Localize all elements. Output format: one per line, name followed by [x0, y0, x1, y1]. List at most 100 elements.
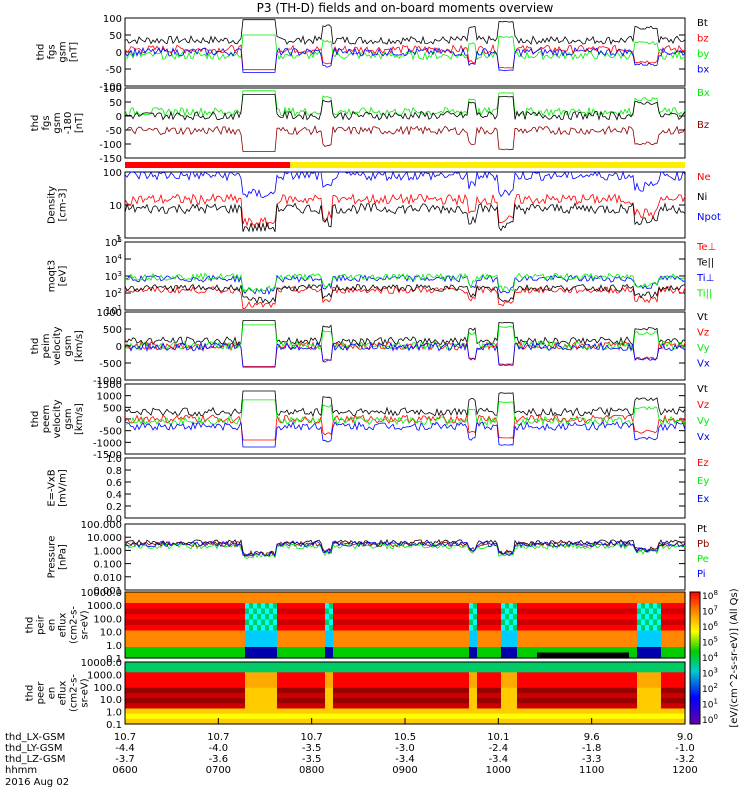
spectrogram-cell — [533, 647, 538, 654]
spectrogram-cell — [345, 693, 350, 699]
spectrogram-cell — [561, 597, 566, 604]
spectrogram-cell — [313, 687, 318, 694]
spectrogram-cell — [265, 619, 270, 626]
spectrogram-cell — [585, 713, 590, 720]
spectrogram-cell — [409, 662, 414, 668]
legend-ti⊥: Ti⊥ — [696, 273, 714, 284]
spectrogram-cell — [333, 662, 338, 668]
spectrogram-cell — [469, 677, 474, 684]
spectrogram-cell — [373, 667, 378, 673]
spectrogram-cell — [145, 636, 150, 643]
series-line-vz — [124, 340, 686, 367]
spectrogram-cell — [457, 687, 462, 694]
spectrogram-cell — [621, 630, 626, 637]
x-tick-label: 10.7 — [114, 732, 136, 743]
spectrogram-cell — [417, 708, 422, 715]
spectrogram-cell — [185, 672, 190, 679]
spectrogram-cell — [561, 608, 566, 615]
spectrogram-cell — [413, 592, 418, 599]
spectrogram-cell — [221, 614, 226, 621]
spectrogram-cell — [541, 641, 546, 648]
spectrogram-cell — [385, 713, 390, 720]
spectrogram-cell — [361, 687, 366, 694]
spectrogram-cell — [261, 713, 266, 720]
spectrogram-cell — [649, 636, 654, 643]
spectrogram-cell — [245, 636, 250, 643]
spectrogram-cell — [405, 630, 410, 637]
spectrogram-cell — [129, 718, 134, 725]
spectrogram-cell — [621, 672, 626, 679]
spectrogram-cell — [493, 662, 498, 668]
y-tick-label: 100.0 — [93, 614, 122, 625]
spectrogram-cell — [517, 672, 522, 679]
spectrogram-cell — [429, 713, 434, 720]
spectrogram-cell — [537, 636, 542, 643]
spectrogram-cell — [257, 677, 262, 684]
spectrogram-cell — [577, 687, 582, 694]
spectrogram-cell — [661, 641, 666, 648]
spectrogram-cell — [173, 672, 178, 679]
spectrogram-cell — [389, 603, 394, 610]
spectrogram-cell — [465, 647, 470, 654]
spectrogram-cell — [261, 677, 266, 684]
spectrogram-cell — [161, 630, 166, 637]
spectrogram-cell — [201, 703, 206, 710]
spectrogram-cell — [249, 641, 254, 648]
spectrogram-cell — [533, 718, 538, 725]
spectrogram-cell — [417, 687, 422, 694]
spectrogram-cell — [577, 703, 582, 710]
spectrogram-cell — [337, 641, 342, 648]
spectrogram-cell — [377, 687, 382, 694]
spectrogram-cell — [313, 662, 318, 668]
spectrogram-cell — [145, 652, 150, 659]
spectrogram-cell — [597, 708, 602, 715]
spectrogram-cell — [297, 625, 302, 632]
series-line-unnamed — [124, 94, 686, 121]
spectrogram-cell — [353, 708, 358, 715]
spectrogram-cell — [477, 641, 482, 648]
spectrogram-cell — [373, 693, 378, 699]
spectrogram-cell — [589, 636, 594, 643]
spectrogram-cell — [469, 713, 474, 720]
spectrogram-cell — [341, 687, 346, 694]
spectrogram-cell — [593, 625, 598, 632]
spectrogram-cell — [565, 597, 570, 604]
y-tick-label: 0 — [116, 342, 122, 353]
spectrogram-cell — [353, 682, 358, 689]
spectrogram-cell — [273, 636, 278, 643]
spectrogram-cell — [469, 667, 474, 673]
spectrogram-cell — [405, 703, 410, 710]
spectrogram-cell — [329, 718, 334, 725]
spectrogram-cell — [569, 592, 574, 599]
spectrogram-cell — [601, 636, 606, 643]
spectrogram-cell — [613, 625, 618, 632]
spectrogram-cell — [337, 713, 342, 720]
spectrogram-cell — [429, 630, 434, 637]
spectrogram-cell — [393, 652, 398, 659]
spectrogram-cell — [217, 698, 222, 704]
spectrogram-cell — [541, 603, 546, 610]
spectrogram-cell — [197, 603, 202, 610]
spectrogram-cell — [489, 698, 494, 704]
spectrogram-cell — [301, 698, 306, 704]
spectrogram-cell — [501, 608, 506, 615]
spectrogram-cell — [577, 677, 582, 684]
spectrogram-cell — [381, 708, 386, 715]
spectrogram-cell — [449, 703, 454, 710]
spectrogram-cell — [393, 698, 398, 704]
spectrogram-cell — [613, 713, 618, 720]
spectrogram-cell — [441, 708, 446, 715]
spectrogram-cell — [441, 713, 446, 720]
spectrogram-cell — [229, 614, 234, 621]
spectrogram-cell — [249, 647, 254, 654]
spectrogram-cell — [409, 698, 414, 704]
spectrogram-cell — [553, 713, 558, 720]
spectrogram-cell — [677, 672, 682, 679]
spectrogram-cell — [309, 592, 314, 599]
spectrogram-cell — [573, 698, 578, 704]
spectrogram-cell — [241, 708, 246, 715]
spectrogram-cell — [385, 614, 390, 621]
spectrogram-cell — [289, 698, 294, 704]
spectrogram-cell — [157, 698, 162, 704]
spectrogram-cell — [321, 662, 326, 668]
